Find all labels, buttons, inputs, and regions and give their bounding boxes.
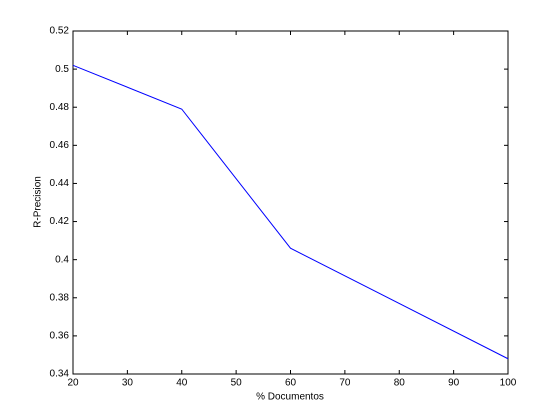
x-tick-label: 70: [339, 378, 351, 389]
x-axis-label: % Documentos: [256, 392, 324, 403]
x-tick-label: 100: [500, 378, 517, 389]
x-tick-label: 20: [67, 378, 79, 389]
x-tick-label: 60: [285, 378, 297, 389]
y-tick-label: 0.34: [50, 369, 70, 380]
x-tick-label: 40: [176, 378, 188, 389]
axes-box: [72, 30, 509, 375]
y-tick-label: 0.38: [50, 292, 70, 303]
y-tick-label: 0.42: [50, 216, 70, 227]
y-tick-label: 0.36: [50, 331, 70, 342]
x-tick-label: 50: [231, 378, 243, 389]
data-line: [72, 64, 509, 360]
y-tick-label: 0.5: [55, 64, 69, 75]
x-tick-label: 90: [448, 378, 460, 389]
y-tick-label: 0.52: [50, 26, 70, 37]
y-axis-label: R-Precision: [33, 176, 44, 228]
y-tick-label: 0.46: [50, 140, 70, 151]
y-tick-label: 0.44: [50, 178, 70, 189]
y-tick-label: 0.4: [55, 254, 69, 265]
x-tick-label: 30: [122, 378, 134, 389]
y-tick-label: 0.48: [50, 102, 70, 113]
x-tick-label: 80: [394, 378, 406, 389]
